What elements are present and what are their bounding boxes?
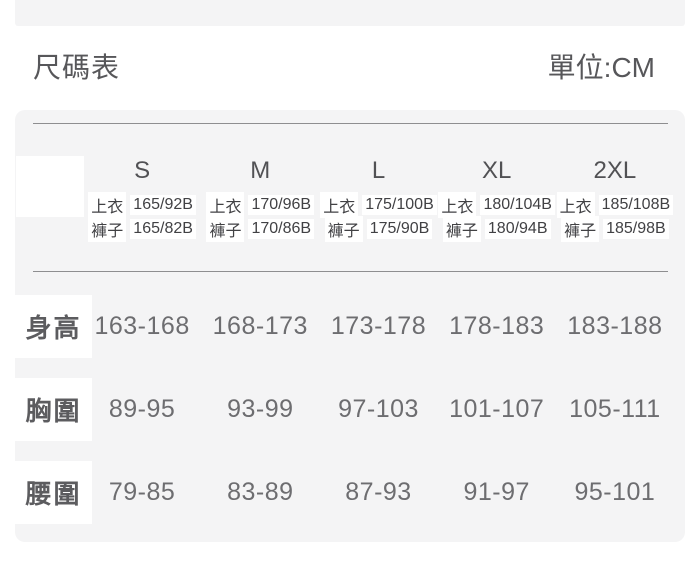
row-waist: 腰圍 xyxy=(15,451,92,534)
chest-value-m: 93-99 xyxy=(227,395,294,423)
row-label-waist: 腰圍 xyxy=(15,461,92,524)
height-value-s: 163-168 xyxy=(94,312,190,340)
garment-size: 180/104B xyxy=(480,195,555,215)
garment-label: 上衣 xyxy=(320,192,359,218)
garment-label: 褲子 xyxy=(206,216,245,242)
pants-size-cell: 褲子 185/98B xyxy=(556,216,674,242)
garment-size: 165/82B xyxy=(130,219,196,239)
column-header-2xl: 2XL xyxy=(593,157,637,184)
height-value-xl: 178-183 xyxy=(449,312,545,340)
waist-value-m: 83-89 xyxy=(227,478,294,506)
row-height: 身高 xyxy=(15,285,92,368)
chest-value-2xl: 105-111 xyxy=(569,395,661,423)
garment-size: 185/98B xyxy=(603,219,669,239)
top-size-cell: 上衣 165/92B xyxy=(83,192,201,218)
garment-label: 上衣 xyxy=(206,192,245,218)
garment-label: 褲子 xyxy=(561,216,600,242)
column-header-m: M xyxy=(250,157,271,184)
waist-value-s: 79-85 xyxy=(108,478,176,506)
pants-size-cell: 褲子 170/86B xyxy=(201,216,319,242)
column-header-l: L xyxy=(371,157,386,184)
top-size-cell: 上衣 170/96B xyxy=(201,192,319,218)
chest-value-xl: 101-107 xyxy=(449,395,545,423)
garment-size: 185/108B xyxy=(598,195,674,215)
size-chart-header: 尺碼表 單位:CM xyxy=(33,46,655,86)
waist-value-xl: 91-97 xyxy=(463,478,530,506)
row-chest: 胸圍 xyxy=(15,368,92,451)
garment-label: 褲子 xyxy=(442,216,481,242)
garment-label: 褲子 xyxy=(88,216,127,242)
waist-value-2xl: 95-101 xyxy=(574,478,656,506)
waist-value-l: 87-93 xyxy=(345,478,412,506)
garment-label: 褲子 xyxy=(324,216,363,242)
chest-value-s: 89-95 xyxy=(108,395,176,423)
divider-middle xyxy=(33,271,668,272)
top-size-cell: 上衣 180/104B xyxy=(438,192,556,218)
previous-section-strip xyxy=(15,0,685,26)
top-size-cell: 上衣 175/100B xyxy=(319,192,437,218)
garment-label: 上衣 xyxy=(88,192,127,218)
page-title: 尺碼表 xyxy=(33,52,121,83)
height-value-l: 173-178 xyxy=(330,312,427,340)
garment-size: 170/86B xyxy=(248,219,315,239)
row-label-height: 身高 xyxy=(15,295,92,358)
garment-size: 180/94B xyxy=(484,219,551,239)
divider-top xyxy=(33,123,668,124)
garment-size: 170/96B xyxy=(248,195,315,215)
size-table: S M L XL 2XL 上衣 165/92B 上衣 170/96B 上衣 17… xyxy=(15,110,685,542)
garment-label: 上衣 xyxy=(556,192,595,218)
pants-size-cell: 褲子 175/90B xyxy=(319,216,437,242)
garment-size: 175/100B xyxy=(362,195,437,215)
garment-size: 175/90B xyxy=(366,219,433,239)
garment-label: 上衣 xyxy=(438,192,477,218)
pants-size-cell: 褲子 165/82B xyxy=(83,216,201,242)
top-size-cell: 上衣 185/108B xyxy=(556,192,674,218)
column-header-s: S xyxy=(134,157,151,184)
chest-value-l: 97-103 xyxy=(338,395,419,423)
header-label-cell xyxy=(16,156,84,217)
height-value-m: 168-173 xyxy=(212,312,308,340)
size-table-panel: S M L XL 2XL 上衣 165/92B 上衣 170/96B 上衣 17… xyxy=(15,110,685,542)
column-header-xl: XL xyxy=(482,157,512,184)
garment-size: 165/92B xyxy=(130,195,196,215)
height-value-2xl: 183-188 xyxy=(567,312,663,340)
row-label-chest: 胸圍 xyxy=(15,378,92,441)
pants-size-cell: 褲子 180/94B xyxy=(438,216,556,242)
unit-label: 單位:CM xyxy=(547,52,655,83)
